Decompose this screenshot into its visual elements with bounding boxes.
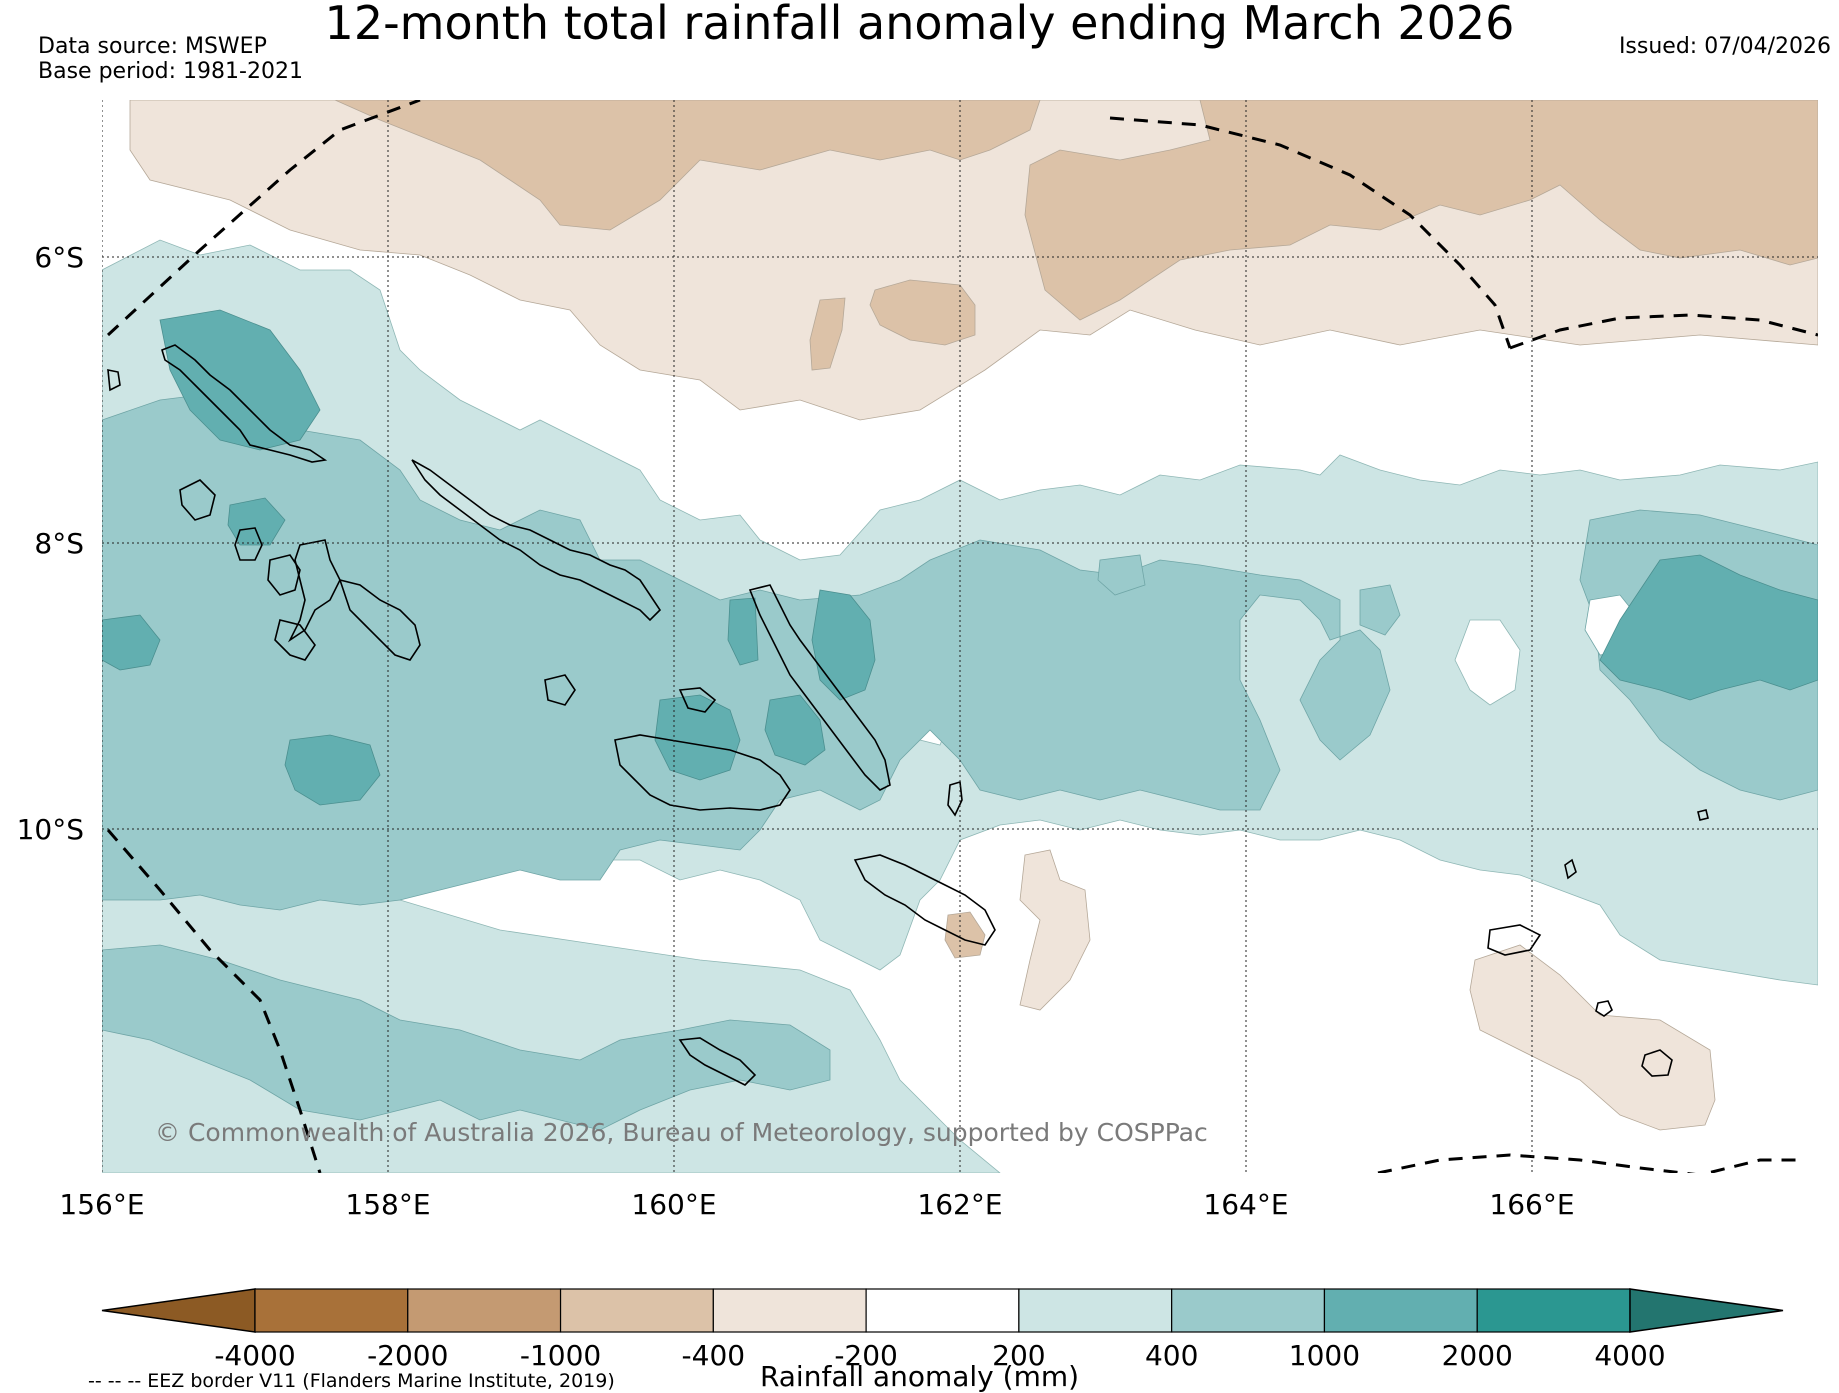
eez-border [106,100,1818,1173]
coastlines [107,344,1709,1086]
lon-label: 164°E [1203,1188,1288,1221]
colorbar-tick-label: -1000 [520,1339,601,1372]
colorbar-extension-low [101,1288,256,1333]
lon-label: 166°E [1489,1188,1574,1221]
longitude-labels: 156°E 158°E 160°E 162°E 164°E 166°E [59,1188,1574,1221]
copyright-notice: © Commonwealth of Australia 2026, Bureau… [155,1118,1208,1147]
issued-date: Issued: 07/04/2026 [1618,34,1831,59]
colorbar-tick-label: 2000 [1442,1339,1513,1372]
colorbar-swatch [1476,1288,1631,1333]
colorbar-swatch [254,1288,409,1333]
source-info: Data source: MSWEP Base period: 1981-202… [38,34,303,84]
colorbar-title: Rainfall anomaly (mm) [759,1360,1080,1393]
data-source-label: Data source: MSWEP [38,34,267,59]
base-period-label: Base period: 1981-2021 [38,59,303,84]
colorbar-swatch [865,1288,1020,1333]
map-panel: © Commonwealth of Australia 2026, Bureau… [102,100,1818,1173]
colorbar-tick-label: 1000 [1289,1339,1360,1372]
lat-label: 6°S [34,241,84,274]
chart-title: 12-month total rainfall anomaly ending M… [324,0,1515,50]
lon-label: 158°E [345,1188,430,1221]
colorbar-tick-label: -400 [682,1339,746,1372]
latitude-labels: 6°S 8°S 10°S [17,241,84,846]
lon-label: 162°E [917,1188,1002,1221]
lat-label: 10°S [17,813,84,846]
strong-wet-region [102,309,1818,806]
graticule [102,100,1818,1173]
lon-label: 160°E [631,1188,716,1221]
colorbar-tick-label: 4000 [1594,1339,1665,1372]
colorbar-tick-label: -4000 [214,1339,295,1372]
colorbar-tick-label: -200 [834,1339,898,1372]
colorbar: -4000 -2000 -1000 -400 -200 200 400 1000 2000 400… [101,1288,1784,1372]
colorbar-swatch [712,1288,867,1333]
colorbar-extension-high [1629,1288,1784,1333]
colorbar-tick-label: -2000 [367,1339,448,1372]
lon-label: 156°E [59,1188,144,1221]
colorbar-tick-label: 400 [1145,1339,1198,1372]
lat-label: 8°S [34,527,84,560]
colorbar-swatch [1018,1288,1173,1333]
colorbar-tick-label: 200 [992,1339,1045,1372]
colorbar-swatch [1171,1288,1326,1333]
colorbar-swatch [407,1288,562,1333]
colorbar-swatch [1323,1288,1478,1333]
dry-anomaly-region [129,100,1818,1131]
colorbar-swatch [559,1288,714,1333]
